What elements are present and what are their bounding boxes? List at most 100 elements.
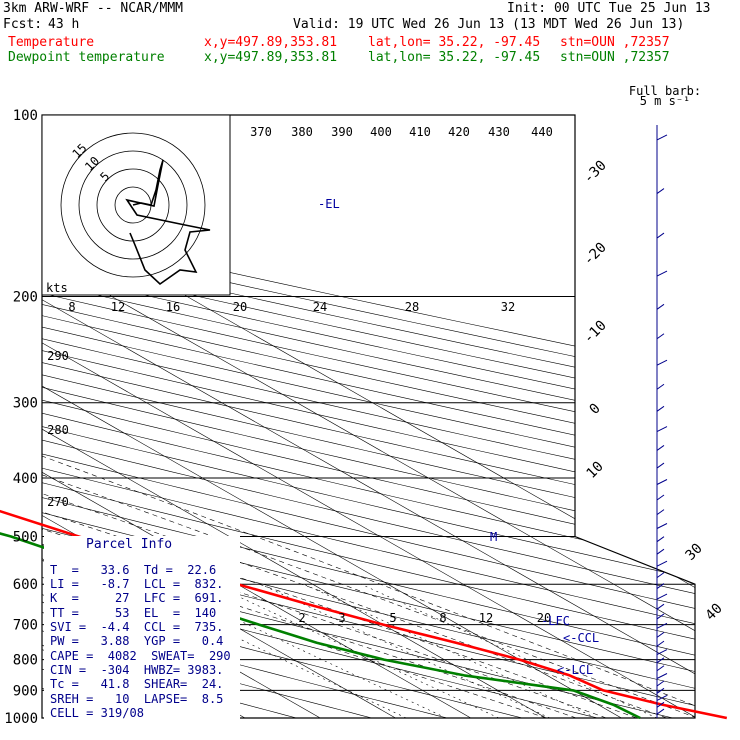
valid-time: Valid: 19 UTC Wed 26 Jun 13 (13 MDT Wed … [293, 17, 685, 32]
speed-tick-label: 12 [111, 300, 125, 314]
speed-tick-label: 16 [166, 300, 180, 314]
parcel-row: CAPE = 4082 SWEAT= 290 [50, 649, 231, 663]
wind-barb [656, 333, 665, 340]
wind-barb [656, 509, 665, 516]
dry-adiabat-label: 290 [47, 349, 69, 363]
wind-barb [656, 426, 668, 433]
parcel-row: SVI = -4.4 CCL = 735. [50, 620, 224, 634]
dry-adiabat-label: 270 [47, 495, 69, 509]
dry-adiabat [42, 115, 695, 718]
pressure-label: 400 [13, 471, 38, 487]
dry-adiabat [42, 115, 695, 718]
wind-barb [656, 665, 665, 672]
parcel-row: TT = 53 EL = 140 [50, 606, 217, 620]
init-time: Init: 00 UTC Tue 25 Jun 13 [507, 1, 711, 16]
wind-barb [656, 694, 668, 701]
dry-adiabat [42, 115, 695, 718]
dry-adiabat-label: 390 [331, 125, 353, 139]
wind-barb [656, 462, 665, 469]
wind-barb [656, 188, 665, 194]
wind-barb [656, 701, 665, 708]
wind-barb [656, 583, 665, 589]
speed-tick-label: 8 [68, 300, 75, 314]
dry-adiabat [42, 115, 695, 718]
wind-barb [656, 383, 665, 390]
isotherm [42, 115, 622, 718]
mixing-ratio-line [162, 583, 447, 718]
wind-barb [656, 680, 665, 687]
dry-adiabat-label: 400 [370, 125, 392, 139]
isotherm [42, 115, 695, 718]
wind-barb [656, 673, 668, 679]
hodograph-trace [125, 159, 211, 286]
wind-barb [656, 548, 665, 555]
plot-frame [41, 114, 696, 719]
wind-barb [656, 232, 665, 239]
dewpoint-xy: x,y=497.89,353.81 [204, 50, 338, 65]
isotherm [42, 115, 695, 718]
pressure-label: 900 [13, 683, 38, 699]
model-title: 3km ARW-WRF -- NCAR/MMM [3, 1, 184, 16]
pressure-label: 1000 [4, 711, 38, 727]
temperature-legend: Temperature [8, 35, 95, 50]
pressure-label: 800 [13, 653, 38, 669]
dry-adiabat-label: 420 [448, 125, 470, 139]
dry-adiabat [42, 115, 448, 718]
dry-adiabat [42, 115, 695, 718]
dry-adiabat-label: 380 [291, 125, 313, 139]
dry-adiabat [42, 115, 695, 718]
pressure-label: 600 [13, 577, 38, 593]
dry-adiabat-label: 440 [531, 125, 553, 139]
wind-barb [656, 613, 665, 620]
mixing-ratio-label: 20 [537, 611, 551, 625]
mixing-ratio-label: 8 [439, 611, 446, 625]
temperature-xy: x,y=497.89,353.81 [204, 35, 338, 50]
speed-tick-label: 32 [501, 300, 515, 314]
isotherm-label: 10 [584, 459, 607, 482]
isotherm-label: -30 [581, 158, 610, 187]
wind-barbs: Full barb:5 m s⁻¹ [629, 84, 701, 718]
isotherm-label: -20 [581, 240, 610, 269]
mixing-ratio-line [361, 583, 658, 718]
isotherm-label: -10 [581, 318, 610, 347]
wind-barb [656, 445, 665, 451]
wind-barb [656, 536, 665, 543]
wind-barb [656, 708, 665, 715]
wind-barb [656, 593, 668, 600]
wind-barb [656, 640, 665, 647]
wind-barb [656, 523, 668, 529]
dry-adiabat-label: 280 [47, 423, 69, 437]
dry-adiabat [42, 115, 523, 718]
m-marker: M [490, 530, 497, 544]
mixing-ratio-label: 3 [338, 611, 345, 625]
dry-adiabat [42, 115, 695, 718]
temperature-station: stn=OUN ,72357 [560, 35, 670, 50]
parcel-info-panel: Parcel Info T = 33.6 Td = 22.6 LI = -8.7… [44, 536, 240, 731]
parcel-row: K = 27 LFC = 691. [50, 591, 224, 605]
dry-adiabat [42, 115, 598, 718]
mixing-ratio-line [212, 583, 499, 718]
wind-barb [656, 405, 665, 412]
parcel-row: T = 33.6 Td = 22.6 [50, 563, 217, 577]
wind-barb [656, 303, 665, 310]
isotherm-label: 30 [683, 541, 706, 564]
mixing-ratio-label: 12 [479, 611, 493, 625]
dewpoint-legend: Dewpoint temperature [8, 50, 165, 65]
el-marker: -EL [318, 197, 340, 211]
mixing-ratio-label: 2 [298, 611, 305, 625]
dry-adiabat [42, 115, 695, 718]
parcel-row: Tc = 41.8 SHEAR= 24. [50, 677, 224, 691]
parcel-info-title: Parcel Info [86, 537, 173, 552]
dry-adiabat [42, 115, 695, 718]
dry-adiabat [42, 115, 695, 718]
isotherm [42, 115, 547, 718]
isotherm [42, 115, 695, 718]
forecast-label: Fcst: [3, 17, 43, 32]
wind-barb [656, 134, 668, 141]
pressure-label: 100 [13, 108, 38, 124]
barb-header-label: Full barb: [629, 84, 701, 98]
dry-adiabat [42, 115, 695, 718]
dry-adiabat [42, 115, 695, 718]
forecast-hour: 43 h [48, 17, 80, 32]
isotherm-label: 40 [703, 601, 726, 624]
